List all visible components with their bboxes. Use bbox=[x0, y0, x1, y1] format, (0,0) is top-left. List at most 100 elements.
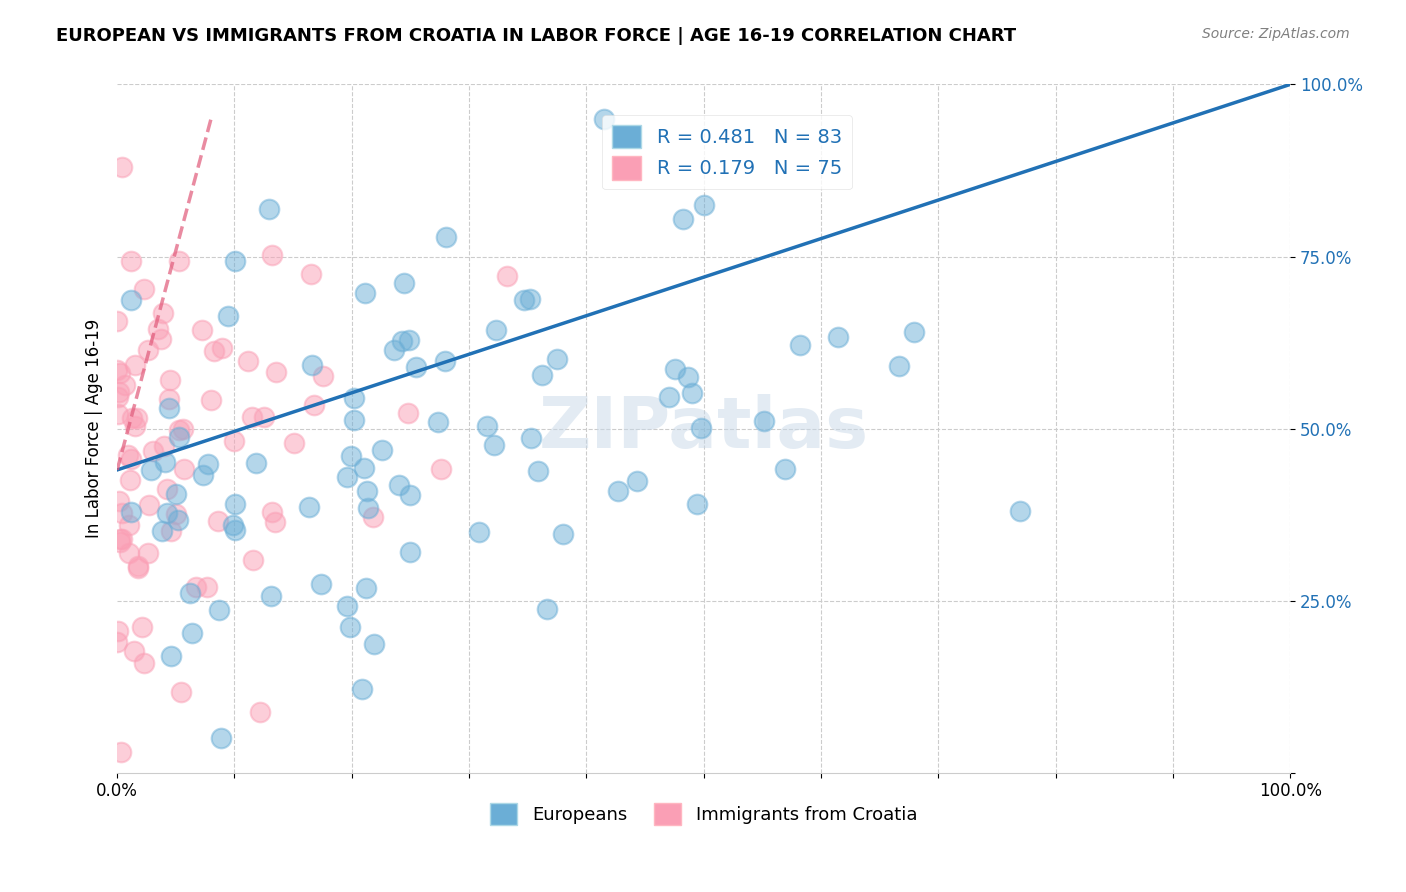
Point bbox=[693, 198, 716, 212]
Point bbox=[197, 458, 219, 472]
Point bbox=[399, 488, 422, 502]
Point bbox=[202, 343, 225, 358]
Point bbox=[520, 431, 543, 445]
Point bbox=[370, 443, 392, 458]
Point bbox=[153, 455, 176, 469]
Point bbox=[207, 514, 229, 528]
Point bbox=[167, 513, 190, 527]
Point bbox=[131, 620, 153, 634]
Point bbox=[468, 525, 491, 540]
Point bbox=[138, 498, 160, 512]
Point bbox=[124, 418, 146, 433]
Point bbox=[111, 533, 134, 547]
Point bbox=[484, 438, 506, 452]
Point bbox=[353, 285, 375, 300]
Point bbox=[111, 160, 134, 174]
Point bbox=[773, 461, 796, 475]
Point bbox=[553, 526, 575, 541]
Point bbox=[391, 334, 413, 348]
Point bbox=[356, 501, 378, 516]
Point bbox=[690, 421, 713, 435]
Point bbox=[299, 267, 322, 281]
Point bbox=[427, 416, 450, 430]
Point bbox=[160, 648, 183, 663]
Point bbox=[434, 230, 457, 244]
Point bbox=[302, 398, 325, 412]
Point bbox=[159, 373, 181, 387]
Point bbox=[672, 211, 695, 226]
Point bbox=[120, 452, 142, 467]
Point bbox=[152, 306, 174, 320]
Point bbox=[142, 443, 165, 458]
Point bbox=[122, 644, 145, 658]
Point bbox=[105, 363, 128, 377]
Point bbox=[240, 410, 263, 425]
Point bbox=[430, 461, 453, 475]
Point bbox=[209, 731, 232, 746]
Point bbox=[167, 253, 190, 268]
Point bbox=[339, 449, 361, 463]
Point bbox=[124, 359, 146, 373]
Point bbox=[195, 580, 218, 594]
Point bbox=[658, 390, 681, 404]
Point bbox=[236, 354, 259, 368]
Point bbox=[110, 745, 132, 759]
Point bbox=[132, 282, 155, 296]
Point bbox=[399, 545, 422, 559]
Point bbox=[686, 497, 709, 511]
Point bbox=[211, 342, 233, 356]
Point bbox=[167, 429, 190, 443]
Point bbox=[398, 334, 420, 348]
Point bbox=[433, 354, 456, 368]
Point bbox=[179, 586, 201, 600]
Text: EUROPEAN VS IMMIGRANTS FROM CROATIA IN LABOR FORCE | AGE 16-19 CORRELATION CHART: EUROPEAN VS IMMIGRANTS FROM CROATIA IN L… bbox=[56, 27, 1017, 45]
Point bbox=[889, 359, 911, 374]
Point bbox=[264, 515, 287, 529]
Point bbox=[146, 322, 169, 336]
Point bbox=[626, 474, 648, 488]
Point bbox=[120, 473, 142, 487]
Point bbox=[120, 293, 142, 308]
Point bbox=[117, 517, 139, 532]
Point bbox=[134, 657, 156, 671]
Point bbox=[186, 580, 208, 594]
Point bbox=[208, 603, 231, 617]
Point bbox=[172, 422, 194, 436]
Point bbox=[150, 524, 173, 539]
Point bbox=[283, 436, 305, 450]
Point bbox=[117, 546, 139, 560]
Point bbox=[394, 276, 416, 290]
Y-axis label: In Labor Force | Age 16-19: In Labor Force | Age 16-19 bbox=[86, 319, 103, 538]
Point bbox=[382, 343, 405, 358]
Point bbox=[260, 505, 283, 519]
Point bbox=[242, 553, 264, 567]
Point bbox=[607, 484, 630, 499]
Point bbox=[191, 323, 214, 337]
Point bbox=[336, 470, 359, 484]
Point bbox=[117, 448, 139, 462]
Point bbox=[485, 323, 508, 337]
Point bbox=[664, 362, 686, 376]
Point bbox=[120, 505, 142, 519]
Point bbox=[121, 411, 143, 425]
Point bbox=[217, 309, 239, 323]
Point bbox=[546, 351, 568, 366]
Point bbox=[477, 418, 499, 433]
Point bbox=[342, 413, 364, 427]
Text: Source: ZipAtlas.com: Source: ZipAtlas.com bbox=[1202, 27, 1350, 41]
Point bbox=[752, 414, 775, 428]
Legend: Europeans, Immigrants from Croatia: Europeans, Immigrants from Croatia bbox=[484, 796, 924, 832]
Point bbox=[149, 332, 172, 346]
Point bbox=[789, 338, 811, 352]
Point bbox=[245, 456, 267, 470]
Point bbox=[536, 601, 558, 615]
Point bbox=[1008, 504, 1031, 518]
Point bbox=[224, 254, 246, 268]
Point bbox=[593, 112, 616, 126]
Point bbox=[105, 635, 128, 649]
Point bbox=[336, 599, 359, 614]
Point bbox=[827, 329, 849, 343]
Point bbox=[264, 365, 287, 379]
Point bbox=[108, 366, 131, 380]
Point bbox=[681, 386, 703, 401]
